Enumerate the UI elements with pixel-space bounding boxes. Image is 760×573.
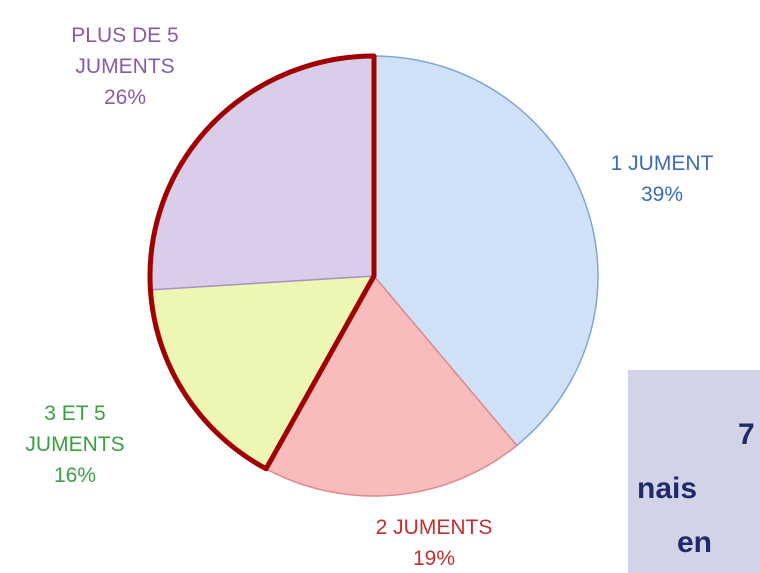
slice-name: 3 ET 5 JUMENTS: [25, 402, 125, 456]
annotation-box: 7 nais en: [628, 370, 760, 573]
slice-label: 3 ET 5 JUMENTS 16%: [20, 398, 130, 491]
annotation-line: nais: [637, 472, 698, 505]
pie-slice: [373, 55, 599, 447]
slice-label: PLUS DE 5 JUMENTS 26%: [60, 20, 190, 113]
slice-name: PLUS DE 5 JUMENTS: [71, 24, 179, 78]
annotation-line: 7: [738, 418, 755, 451]
slice-value: 39%: [640, 183, 684, 206]
slice-value: 26%: [103, 86, 147, 109]
slice-label: 2 JUMENTS 19%: [354, 512, 514, 573]
slice-name: 2 JUMENTS: [375, 516, 493, 539]
slice-value: 16%: [53, 464, 97, 487]
annotation-line: en: [677, 526, 713, 559]
slice-label: 1 JUMENT 39%: [592, 148, 732, 210]
slice-value: 19%: [412, 547, 456, 570]
pie-slice: [265, 274, 518, 497]
slice-name: 1 JUMENT: [610, 152, 714, 175]
highlight-outline: [147, 53, 377, 472]
